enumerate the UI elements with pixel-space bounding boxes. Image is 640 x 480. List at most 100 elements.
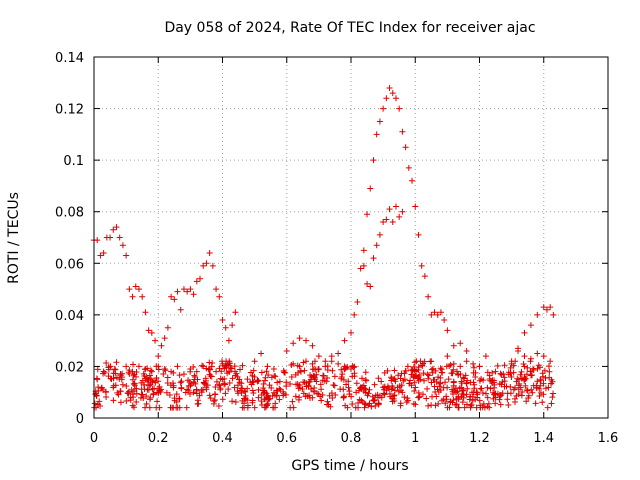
- data-point: [124, 390, 131, 397]
- data-point: [264, 363, 271, 370]
- data-point: [443, 363, 450, 370]
- data-point: [315, 391, 322, 398]
- data-point: [435, 400, 442, 407]
- data-point: [436, 383, 443, 390]
- data-point: [200, 262, 207, 269]
- data-point: [424, 385, 431, 392]
- x-tick-label: 0.2: [148, 431, 169, 446]
- data-point: [499, 378, 506, 385]
- data-point: [463, 401, 470, 408]
- data-point: [494, 362, 501, 369]
- data-point: [173, 391, 180, 398]
- data-point: [400, 377, 407, 384]
- data-point: [164, 324, 171, 331]
- data-point: [391, 367, 398, 374]
- data-point: [534, 350, 541, 357]
- data-point: [232, 398, 239, 405]
- data-point: [280, 392, 287, 399]
- data-point: [349, 400, 356, 407]
- data-point: [480, 400, 487, 407]
- data-point: [119, 381, 126, 388]
- x-tick-label: 1.6: [598, 431, 619, 446]
- data-point: [117, 388, 124, 395]
- data-point: [308, 386, 315, 393]
- data-point: [546, 368, 553, 375]
- data-point: [215, 402, 222, 409]
- data-point: [129, 293, 136, 300]
- data-point: [249, 397, 256, 404]
- data-point: [331, 373, 338, 380]
- data-point: [469, 389, 476, 396]
- data-point: [232, 309, 239, 316]
- data-point: [392, 203, 399, 210]
- data-point: [496, 396, 503, 403]
- data-point: [184, 386, 191, 393]
- data-point: [513, 392, 520, 399]
- data-point: [521, 353, 528, 360]
- data-point: [428, 402, 435, 409]
- data-point: [540, 380, 547, 387]
- data-point: [364, 280, 371, 287]
- data-point: [404, 395, 411, 402]
- data-point: [129, 376, 136, 383]
- data-point: [163, 389, 170, 396]
- x-axis: 0 0.2 0.4 0.6 0.8 1 1.2 1.4 1.6: [90, 57, 618, 446]
- data-point: [268, 384, 275, 391]
- data-point: [93, 375, 100, 382]
- data-point: [466, 396, 473, 403]
- data-point: [510, 386, 517, 393]
- data-point: [129, 402, 136, 409]
- data-point: [174, 288, 181, 295]
- data-point: [373, 131, 380, 138]
- data-point: [212, 391, 219, 398]
- data-point: [300, 359, 307, 366]
- data-point: [193, 386, 200, 393]
- data-point: [418, 262, 425, 269]
- data-point: [204, 382, 211, 389]
- data-point: [155, 363, 162, 370]
- data-point: [100, 368, 107, 375]
- data-point: [421, 273, 428, 280]
- data-point: [523, 387, 530, 394]
- data-point: [450, 397, 457, 404]
- y-tick-label: 0.02: [55, 360, 84, 375]
- data-point: [455, 404, 462, 411]
- data-point: [234, 388, 241, 395]
- data-point: [329, 367, 336, 374]
- data-point: [226, 380, 233, 387]
- data-point: [139, 391, 146, 398]
- data-point: [389, 90, 396, 97]
- data-point: [249, 372, 256, 379]
- data-point: [376, 392, 383, 399]
- data-point: [211, 396, 218, 403]
- data-point: [187, 382, 194, 389]
- data-point: [91, 400, 98, 407]
- data-point: [300, 379, 307, 386]
- data-point: [176, 395, 183, 402]
- data-point: [244, 385, 251, 392]
- data-point: [462, 372, 469, 379]
- data-point: [421, 377, 428, 384]
- data-point: [239, 362, 246, 369]
- data-point: [530, 382, 537, 389]
- data-point: [530, 367, 537, 374]
- data-point: [170, 382, 177, 389]
- data-point: [501, 374, 508, 381]
- data-point: [156, 404, 163, 411]
- data-point: [401, 394, 408, 401]
- data-point: [383, 95, 390, 102]
- data-point: [368, 403, 375, 410]
- data-point: [474, 391, 481, 398]
- y-tick-label: 0: [76, 412, 84, 427]
- data-point: [251, 404, 258, 411]
- data-point: [405, 164, 412, 171]
- data-point: [258, 369, 265, 376]
- data-point: [441, 317, 448, 324]
- data-point: [399, 128, 406, 135]
- data-point: [220, 380, 227, 387]
- data-point: [376, 231, 383, 238]
- data-point: [216, 293, 223, 300]
- data-point: [309, 342, 316, 349]
- data-point: [94, 237, 101, 244]
- data-point: [217, 375, 224, 382]
